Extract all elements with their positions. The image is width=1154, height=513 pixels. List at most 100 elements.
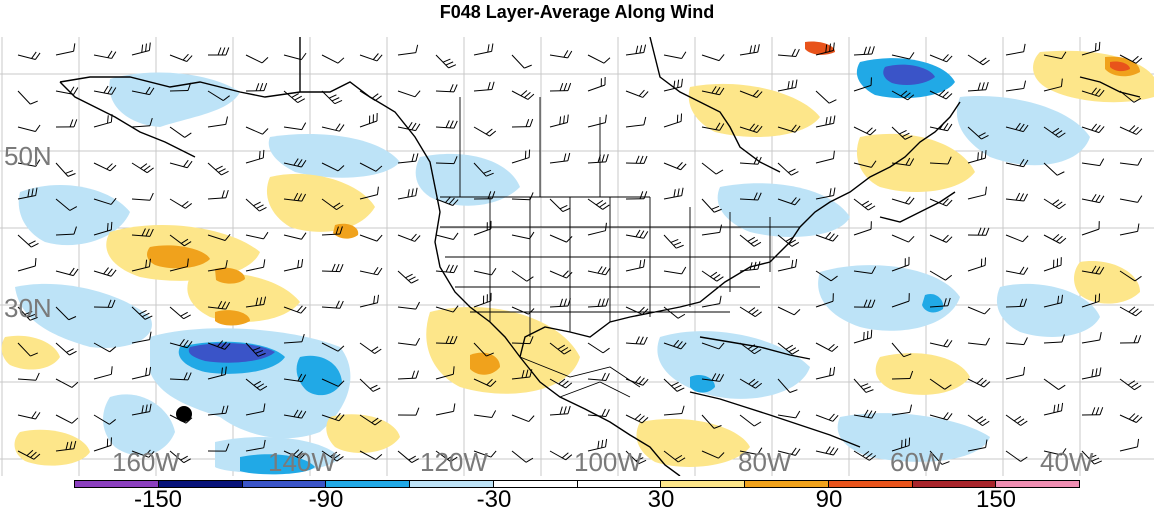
wind-barb [474,410,496,417]
wind-barb [740,307,762,317]
wind-barb [1006,451,1027,461]
wind-barb [56,87,78,95]
wind-barb [664,188,683,199]
wind-barb [740,261,760,271]
lon-label-160w: 160W [112,449,180,475]
wind-barb [626,259,645,271]
wind-barb [626,191,647,199]
colorbar-label-m150: -150 [134,487,182,513]
wind-barb [664,267,686,274]
colorbar [74,480,1080,488]
wind-barb [854,127,876,135]
wind-barb [436,55,456,68]
wind-barb [512,90,534,99]
wind-barb [588,55,610,63]
wind-barb [816,414,838,421]
wind-barb [170,199,192,208]
wind-barb [512,451,533,462]
wind-barb [550,115,568,127]
wind-barb [246,232,268,239]
wind-barb [550,50,572,58]
wind-barb [626,336,647,344]
wind-barb [398,188,417,199]
wind-barb [360,53,382,60]
wind-barb [18,373,39,380]
wind-barb [816,91,836,103]
wind-barb [18,258,36,271]
wind-barb [968,82,988,91]
wind-barb [246,83,267,91]
wind-barb [892,235,914,242]
wind-barb [588,373,609,381]
wind-barb [1006,367,1025,379]
wind-barb [398,153,418,163]
wind-barb [930,122,952,130]
wind-barb [1120,379,1141,390]
wind-barb [1120,196,1142,203]
wind-barb [626,117,646,127]
wind-barb [778,307,800,315]
wind-barb [18,52,40,60]
wind-barb [1044,234,1066,243]
wind-barb [854,330,872,343]
map-panel: 50N 30N 160W 140W 120W 100W 80W 60W 40W [0,37,1154,476]
wind-barb [1082,194,1104,202]
wind-barb [778,80,797,91]
wind-barb [550,271,572,278]
lon-label-100w: 100W [574,449,642,475]
wind-barb [1120,307,1142,316]
wind-barb [360,379,380,391]
wind-barb [968,228,989,236]
wind-barb [968,338,990,345]
wind-barb [778,49,799,57]
wind-barb [360,267,382,275]
wind-barb [56,163,75,176]
wind-barb [512,119,533,127]
wind-barb [702,271,723,281]
map-title: F048 Layer-Average Along Wind [0,0,1154,24]
wind-barb [702,54,724,60]
colorbar-label-p90: 90 [816,487,843,513]
wind-barb [816,151,834,163]
wind-barb [702,225,722,235]
wind-barb [56,343,77,355]
wind-barb [246,55,268,63]
wind-barb [1082,407,1103,415]
wind-barb [550,298,570,307]
wind-barb [1082,332,1101,343]
wind-barb [512,192,533,199]
wind-barb [778,259,797,271]
wind-barb [56,268,78,276]
wind-barb [512,415,534,422]
wind-barb [94,366,112,379]
lon-label-60w: 60W [890,449,943,475]
wind-barb [930,54,952,61]
wind-barb [132,367,151,379]
wind-barb [56,379,78,387]
wind-barb [246,199,266,211]
wind-barb [588,154,608,163]
wind-barb [626,90,648,97]
wind-barb [1082,159,1104,166]
wind-barb [436,403,455,415]
wind-barb [246,150,264,163]
wind-barb [208,47,229,55]
wind-barb [170,160,192,168]
along-wind-shading [2,42,1154,475]
wind-barb [322,55,344,63]
wind-barb [398,45,418,55]
wind-barb [474,268,496,275]
wind-barb [664,406,684,415]
wind-barb [360,343,381,354]
wind-barb [398,122,420,130]
colorbar-label-m90: -90 [309,487,344,513]
wind-barb [18,235,38,247]
wind-barb [626,307,648,314]
storm-center-dot [176,406,192,422]
wind-barb [930,235,952,242]
wind-barb [816,367,835,379]
wind-barb [968,307,990,314]
wind-barb [550,406,570,415]
wind-barb [664,162,686,169]
wind-barb [968,378,990,387]
